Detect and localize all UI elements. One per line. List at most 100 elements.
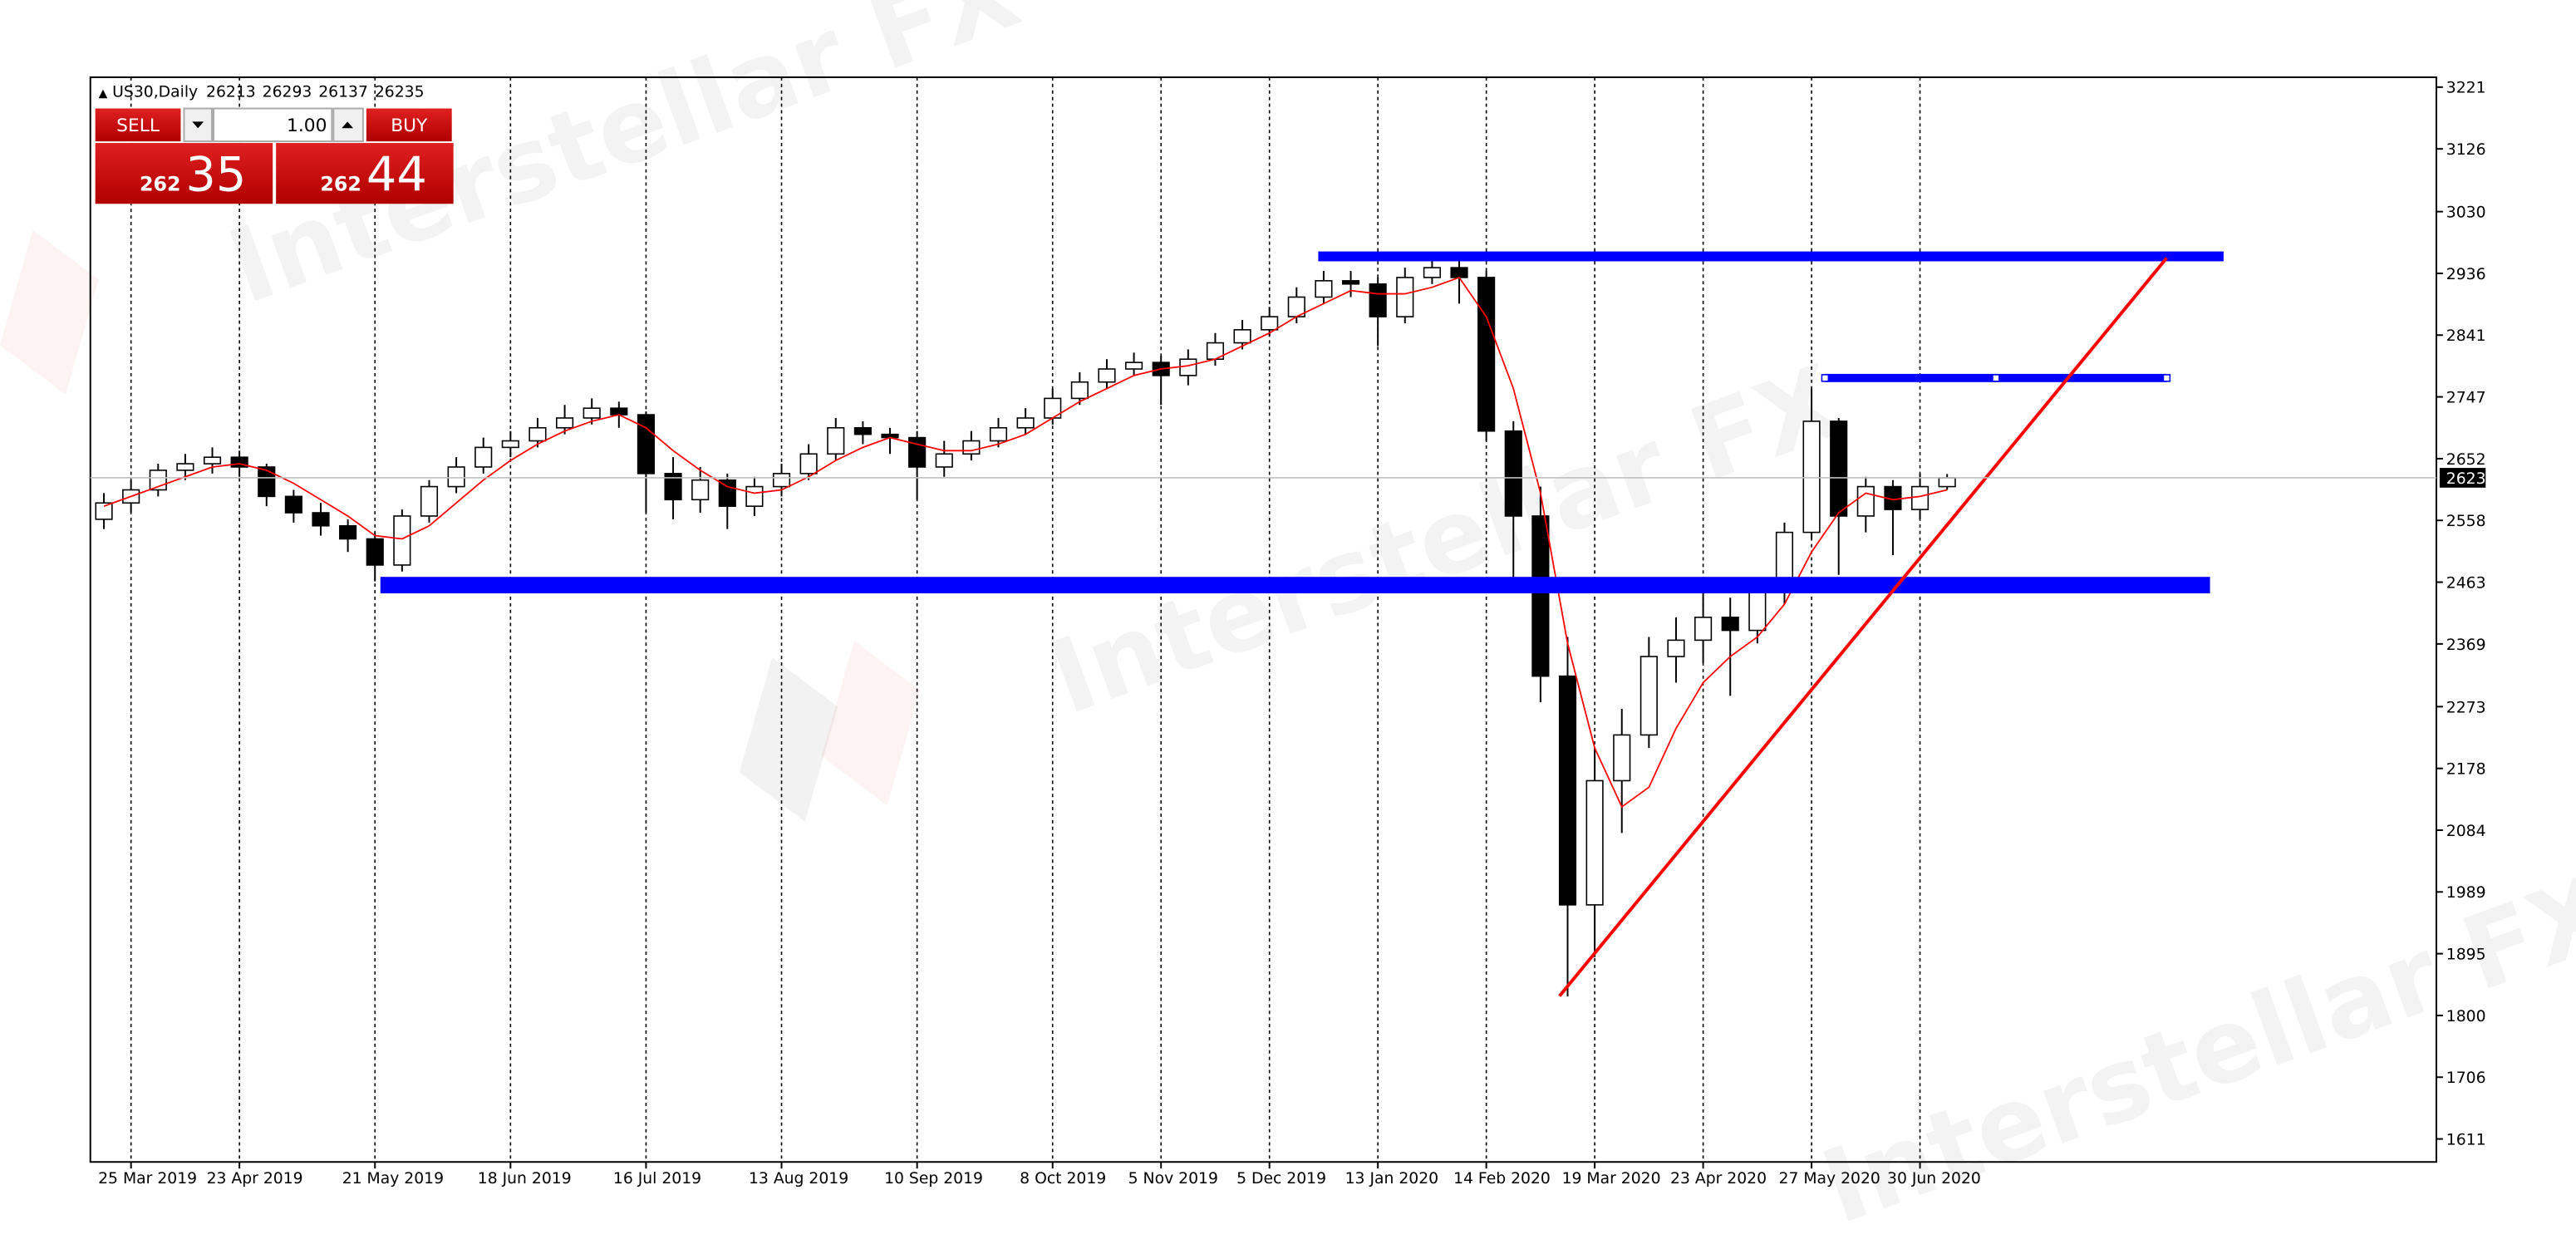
x-axis: 25 Mar 2019 23 Apr 2019 21 May 2019 18 Jun … <box>98 1162 1981 1188</box>
ask-box[interactable] <box>276 143 454 204</box>
y-tick-label: 16118 <box>2446 1131 2496 1148</box>
bid-small[interactable]: 35 <box>185 146 246 202</box>
x-tick-label: 19 Mar 2020 <box>1562 1170 1661 1188</box>
header-arrow: ▲ <box>99 87 108 101</box>
candle-body <box>1910 485 1930 510</box>
candle-body <box>1179 358 1197 376</box>
x-tick-label: 14 Feb 2020 <box>1453 1170 1551 1188</box>
candle-body <box>827 426 845 455</box>
trendline <box>1558 257 2168 997</box>
x-tick-label: 25 Mar 2019 <box>98 1170 197 1188</box>
candle-body <box>583 407 601 419</box>
horizontal-level <box>380 577 2210 593</box>
plot <box>90 251 2436 997</box>
candle-body <box>1125 361 1143 370</box>
y-tick-label: 19898 <box>2446 884 2496 902</box>
sell-label[interactable]: SELL <box>116 116 160 136</box>
bid-box[interactable] <box>95 143 273 204</box>
y-axis: 32213 31268 30308 29363 28418 27473 26528 25583… <box>2439 80 2496 1148</box>
candle-body <box>339 524 357 540</box>
candle-body <box>962 440 981 455</box>
candle-body <box>1639 656 1658 736</box>
y-tick-label: 28418 <box>2446 327 2496 345</box>
candle-body <box>1396 277 1414 317</box>
y-tick-label: 24638 <box>2446 574 2496 592</box>
x-tick-label: 18 Jun 2019 <box>478 1170 572 1188</box>
level-handle <box>1992 374 2000 382</box>
candle-body <box>420 485 439 517</box>
y-tick-label: 22733 <box>2446 699 2496 716</box>
x-tick-label: 27 May 2020 <box>1779 1170 1880 1188</box>
candle-body <box>1694 617 1713 642</box>
y-tick-label: 20843 <box>2446 823 2496 840</box>
ask-small[interactable]: 44 <box>366 146 427 202</box>
watermark: Interstellar FX <box>1807 852 2576 1247</box>
candle-body <box>1098 368 1116 383</box>
candle-body <box>1856 485 1875 517</box>
candle-body <box>1315 280 1333 298</box>
candle-body <box>718 479 736 507</box>
down-arrow <box>192 121 204 129</box>
price-label: 26235 <box>2446 470 2496 488</box>
candle-body <box>745 485 764 507</box>
watermark-logo <box>821 641 921 806</box>
candle-body <box>1233 329 1251 344</box>
candle-body <box>176 463 194 471</box>
horizontal-level <box>1318 251 2224 262</box>
watermark-logo <box>0 229 99 395</box>
candle-body <box>935 453 953 468</box>
header-low: 26137 <box>318 84 368 101</box>
moving-average <box>103 276 1948 809</box>
candle-body <box>1531 515 1550 677</box>
candle-body <box>1585 779 1604 906</box>
level-handle <box>2162 374 2171 382</box>
candle-body <box>95 502 113 520</box>
buy-label[interactable]: BUY <box>391 116 428 136</box>
bid-big[interactable]: 262 <box>140 172 181 195</box>
x-tick-label: 21 May 2019 <box>342 1170 444 1188</box>
candle-body <box>556 417 574 429</box>
candle-body <box>1016 417 1035 429</box>
y-tick-label: 17063 <box>2446 1070 2496 1087</box>
x-tick-label: 10 Sep 2019 <box>884 1170 983 1188</box>
watermark: Interstellar FX <box>1035 342 1855 738</box>
candle-body <box>1450 267 1468 278</box>
y-tick-label: 26528 <box>2446 451 2496 469</box>
candle-body <box>1423 267 1441 278</box>
lot-value[interactable]: 1.00 <box>287 116 327 136</box>
candle-body <box>1667 639 1685 657</box>
x-tick-label: 23 Apr 2020 <box>1670 1170 1767 1188</box>
y-tick-label: 30308 <box>2446 204 2496 222</box>
y-tick-label: 27473 <box>2446 390 2496 407</box>
candle-body <box>312 512 330 527</box>
symbol: US30,Daily <box>112 84 198 101</box>
candle-body <box>366 538 384 566</box>
candle-body <box>528 426 547 442</box>
y-tick-label: 32213 <box>2446 80 2496 97</box>
price-label-box <box>2439 468 2486 488</box>
candle-body <box>610 407 628 416</box>
y-tick-label: 21788 <box>2446 761 2496 779</box>
lot-down[interactable] <box>183 107 214 143</box>
candle-body <box>691 479 710 501</box>
buy-button[interactable] <box>366 108 452 142</box>
plot-frame <box>89 76 2437 1163</box>
y-tick-label: 31268 <box>2446 141 2496 159</box>
lot-input[interactable] <box>213 107 333 143</box>
candle-body <box>637 414 656 475</box>
candle-body <box>474 446 493 468</box>
x-tick-label: 13 Jan 2020 <box>1345 1170 1438 1188</box>
candle-body <box>1748 590 1767 632</box>
header-open: 26213 <box>206 84 256 101</box>
x-tick-label: 5 Dec 2019 <box>1236 1170 1326 1188</box>
chart-header: ▲ US30,Daily 26213 26293 26137 26235 <box>99 84 425 101</box>
ask-big[interactable]: 262 <box>320 172 361 195</box>
x-tick-label: 30 Jun 2020 <box>1887 1170 1981 1188</box>
candle-body <box>664 473 682 501</box>
sell-button[interactable] <box>95 108 181 142</box>
candle-body <box>203 456 222 465</box>
up-arrow <box>342 121 354 129</box>
watermark-logo <box>739 657 838 822</box>
trade-panel: SELL 1.00 BUY 262 35 262 44 <box>95 107 454 204</box>
